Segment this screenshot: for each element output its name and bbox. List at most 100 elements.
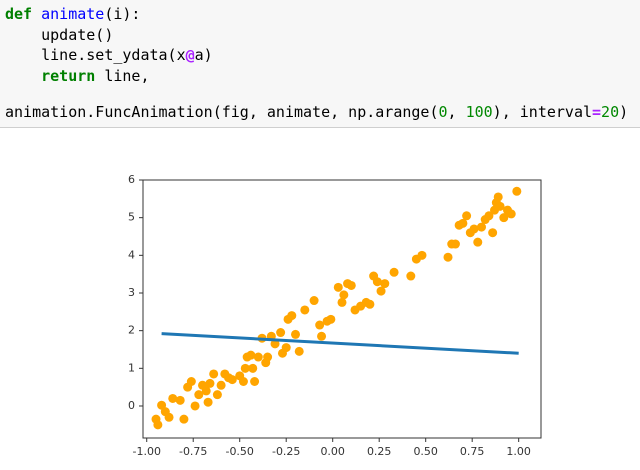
scatter-point xyxy=(493,192,503,202)
y-tick-label: 4 xyxy=(128,248,135,261)
scatter-point xyxy=(294,346,304,356)
scatter-point xyxy=(309,296,319,306)
x-tick-label: -0.25 xyxy=(272,445,300,458)
x-tick-label: -1.00 xyxy=(132,445,160,458)
scatter-point xyxy=(212,390,222,400)
scatter-point xyxy=(153,420,163,430)
scatter-point xyxy=(248,363,258,373)
x-tick-label: 0.75 xyxy=(460,445,485,458)
scatter-point xyxy=(205,378,215,388)
x-tick-label: -0.75 xyxy=(179,445,207,458)
scatter-point xyxy=(339,290,349,300)
scatter-point xyxy=(484,211,494,221)
scatter-point xyxy=(376,286,386,296)
x-tick-label: 0.25 xyxy=(367,445,392,458)
scatter-point xyxy=(380,279,390,289)
scatter-point xyxy=(216,380,226,390)
scatter-point xyxy=(450,239,460,249)
plot-frame xyxy=(142,179,542,439)
code-token: ), interval xyxy=(492,103,593,121)
scatter-point xyxy=(203,397,213,407)
scatter-point xyxy=(209,369,219,379)
code-cell: def animate(i): update() line.set_ydata(… xyxy=(0,0,640,128)
scatter-point xyxy=(495,201,505,211)
scatter-point xyxy=(473,237,483,247)
scatter-point xyxy=(250,377,260,387)
scatter-point xyxy=(179,414,189,424)
y-tick-label: 5 xyxy=(128,211,135,224)
code-token: line, xyxy=(95,66,150,85)
x-tick-label: 0.50 xyxy=(413,445,438,458)
scatter-point xyxy=(333,282,343,292)
scatter-point xyxy=(476,222,486,232)
scatter-point xyxy=(300,305,310,315)
x-tick-label: -0.50 xyxy=(225,445,253,458)
scatter-point xyxy=(337,297,347,307)
scatter-point xyxy=(406,271,416,281)
code-line: def animate(i): xyxy=(5,4,640,25)
y-tick-label: 6 xyxy=(128,173,135,186)
scatter-point xyxy=(389,267,399,277)
y-tick-label: 3 xyxy=(128,286,135,299)
scatter-point xyxy=(458,218,468,228)
scatter-point xyxy=(263,352,273,362)
scatter-point xyxy=(287,311,297,321)
code-token: def xyxy=(5,5,33,23)
scatter-point xyxy=(291,329,301,339)
scatter-point xyxy=(346,280,356,290)
code-token: , xyxy=(447,103,466,121)
scatter-point xyxy=(164,412,174,422)
y-tick-label: 0 xyxy=(128,399,135,412)
scatter-point xyxy=(372,277,382,287)
scatter-point xyxy=(506,209,516,219)
scatter-point xyxy=(317,331,327,341)
scatter-point xyxy=(443,252,453,262)
scatter-point xyxy=(469,224,479,234)
scatter-point xyxy=(201,386,211,396)
scatter-point xyxy=(365,299,375,309)
scatter-point xyxy=(175,395,185,405)
code-token: animation.FuncAnimation(fig, animate, np… xyxy=(5,103,439,121)
scatter-point xyxy=(194,390,204,400)
code-token: a) xyxy=(194,46,213,64)
code-token: line.set_ydata(x xyxy=(5,46,186,64)
code-token: = xyxy=(592,103,602,121)
code-token: 0 xyxy=(438,103,448,121)
scatter-point xyxy=(168,393,178,403)
scatter-point xyxy=(190,401,200,411)
fit-line xyxy=(161,332,519,355)
scatter-point xyxy=(276,328,286,338)
code-token: @ xyxy=(185,46,195,64)
code-token: return xyxy=(5,66,96,85)
scatter-point xyxy=(462,211,472,221)
scatter-point xyxy=(326,314,336,324)
code-token: (i): xyxy=(104,5,141,23)
code-line: return line, xyxy=(5,66,640,87)
code-token: ) xyxy=(619,103,629,121)
scatter-point xyxy=(246,350,256,360)
scatter-point xyxy=(240,363,250,373)
scatter-point xyxy=(186,377,196,387)
scatter-point xyxy=(270,339,280,349)
scatter-point xyxy=(227,375,237,385)
scatter-point xyxy=(499,213,509,223)
scatter-point xyxy=(238,377,248,387)
scatter-point xyxy=(315,320,325,330)
code-token: 100 xyxy=(465,103,493,121)
scatter-point xyxy=(417,250,427,260)
scatter-point xyxy=(253,352,263,362)
code-line: update() xyxy=(5,25,640,46)
chart: -1.00 -0.75 -0.50 -0.25 0.00 0.25 0.50 0.75 1.00… xyxy=(128,173,542,458)
y-tick-label: 1 xyxy=(128,361,135,374)
scatter-point xyxy=(512,186,522,196)
code-line: animation.FuncAnimation(fig, animate, np… xyxy=(5,102,640,123)
x-tick-label: 0.00 xyxy=(320,445,345,458)
y-tick-label: 2 xyxy=(128,324,135,337)
x-tick-label: 1.00 xyxy=(506,445,531,458)
code-token: update() xyxy=(5,25,114,44)
code-line: line.set_ydata(x@a) xyxy=(5,45,640,66)
scatter-point xyxy=(281,343,291,353)
scatter-point xyxy=(488,228,498,238)
code-token: animate xyxy=(32,5,105,23)
